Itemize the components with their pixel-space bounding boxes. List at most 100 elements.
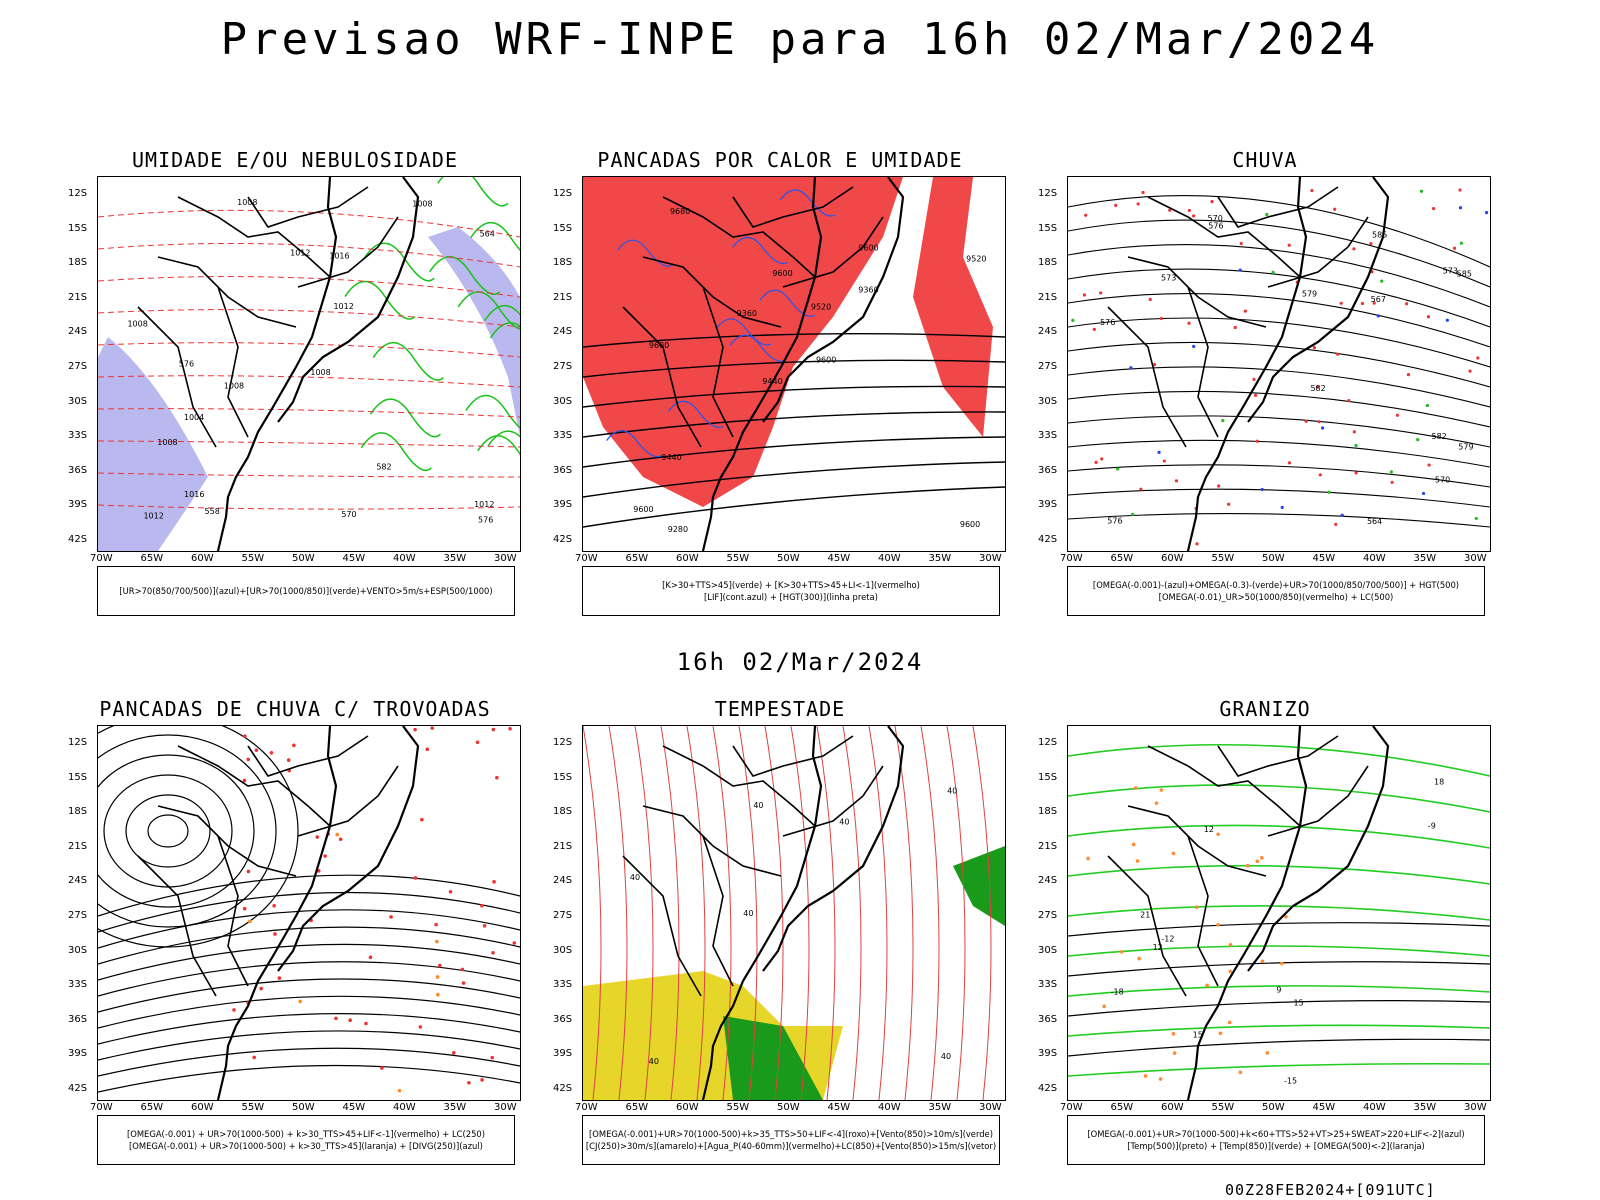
lon-tick-label: 40W xyxy=(878,553,901,564)
coastline xyxy=(1186,177,1308,551)
hgt-contour-black xyxy=(583,436,1005,468)
omega-dot-orange xyxy=(1227,1020,1232,1025)
lat-tick-label: 12S xyxy=(1038,737,1058,748)
state-border xyxy=(137,855,217,997)
storm-dot xyxy=(298,999,303,1004)
contour-label: 18 xyxy=(1434,777,1444,786)
humidity-contour-green xyxy=(372,341,444,381)
hgt500-streamline xyxy=(1068,464,1490,488)
storm-dot xyxy=(467,1081,471,1085)
precip-dot xyxy=(1458,188,1462,192)
precip-dot xyxy=(1476,356,1480,360)
precip-dot xyxy=(1157,450,1161,454)
lc850-streamline-red xyxy=(842,726,862,1100)
panel-legend: [K>30+TTS>45](verde) + [K>30+TTS>45+LI<-… xyxy=(582,566,1000,616)
lat-tick-label: 27S xyxy=(553,910,573,921)
lc250-streamline xyxy=(98,874,520,917)
lc250-streamline xyxy=(98,926,520,965)
lat-tick-label: 21S xyxy=(553,840,573,852)
contour-label: 573 xyxy=(1161,274,1176,283)
lat-tick-label: 27S xyxy=(68,910,88,921)
lat-tick-label: 42S xyxy=(1038,534,1058,545)
contour-label: 9 xyxy=(1276,985,1281,994)
lc850-streamline-red xyxy=(790,726,810,1100)
precip-dot xyxy=(1254,393,1258,397)
omega-dot-orange xyxy=(1228,943,1233,947)
state-border xyxy=(1107,855,1187,997)
state-border xyxy=(732,186,854,228)
hgt500-streamline xyxy=(1068,488,1490,508)
contour-label: 570 xyxy=(1435,475,1450,484)
humidity-contour-green xyxy=(489,322,520,339)
precip-dot xyxy=(1084,213,1088,217)
precip-dot xyxy=(1187,208,1191,213)
state-border xyxy=(137,306,217,448)
map-svg: 5855855825825795765765735705675645795765… xyxy=(1068,177,1490,551)
precip-dot xyxy=(1406,372,1411,377)
hgt500-streamline xyxy=(1068,439,1490,468)
lat-tick-label: 15S xyxy=(1038,771,1058,783)
omega-dot-orange xyxy=(1137,956,1141,961)
omega-dot-orange xyxy=(1086,856,1090,861)
thickness-contour-red xyxy=(98,375,520,388)
storm-dot xyxy=(254,748,259,752)
storm-dot xyxy=(448,889,453,894)
lon-tick-label: 50W xyxy=(777,553,800,564)
temp500-contour-black xyxy=(1068,961,1490,977)
storm-dot xyxy=(434,922,438,927)
lon-tick-label: 60W xyxy=(191,1102,214,1113)
contour-label: 40 xyxy=(941,1052,951,1061)
precip-dot xyxy=(1187,321,1191,325)
contour-label: 582 xyxy=(376,463,391,472)
lat-tick-label: 33S xyxy=(553,979,573,991)
omega-dot-orange xyxy=(1260,856,1264,860)
lat-tick-label: 18S xyxy=(1038,806,1058,818)
precip-dot xyxy=(1271,270,1275,274)
storm-dot xyxy=(273,932,277,936)
contour-label: 582 xyxy=(1431,432,1446,441)
panel-title: CHUVA xyxy=(1232,148,1298,172)
coastline xyxy=(701,177,823,551)
lc850-streamline-red xyxy=(816,726,836,1100)
precip-dot xyxy=(1352,430,1356,434)
lat-tick-label: 33S xyxy=(1038,430,1058,442)
storm-dot xyxy=(495,775,499,780)
precip-dot xyxy=(1419,189,1424,193)
panel-tempestade: TEMPESTADE 12S 15S 18S 21S 24S 27S 30S 33S 36S 39S… xyxy=(535,697,1025,1187)
lc250-streamline xyxy=(98,734,277,928)
precip-dot xyxy=(1416,438,1420,442)
legend-line: [OMEGA(-0.01)_UR>50(1000/850)(vermelho) … xyxy=(1158,592,1394,602)
state-border xyxy=(1147,745,1301,827)
humidity-contour-green xyxy=(484,304,520,321)
contour-label: 1008 xyxy=(224,382,244,391)
lc850-streamline-red xyxy=(920,726,940,1100)
lat-tick-label: 39S xyxy=(553,499,573,511)
hgt500-streamline xyxy=(1068,292,1490,348)
legend-line: [OMEGA(-0.001)+UR>70(1000-500)+k>35_TTS>… xyxy=(589,1129,993,1139)
precip-dot xyxy=(1116,467,1120,471)
storm-dot xyxy=(368,955,373,960)
storm-dot xyxy=(480,1078,484,1082)
storm-dot xyxy=(460,967,465,972)
contour-label: 1012 xyxy=(333,302,353,311)
contour-label: 576 xyxy=(1107,516,1122,525)
legend-line: [OMEGA(-0.001) + UR>70(1000-500) + k>30_… xyxy=(129,1141,483,1151)
panel-legend: [OMEGA(-0.001)-(azul)+OMEGA(-0.3)-(verde… xyxy=(1067,566,1485,616)
lat-tick-label: 15S xyxy=(553,771,573,783)
contour-label: 576 xyxy=(1208,222,1223,231)
state-border xyxy=(1127,256,1267,328)
lat-tick-label: 24S xyxy=(68,875,88,887)
instability-fill-red xyxy=(583,177,903,507)
contour-label: 40 xyxy=(947,786,957,795)
storm-dot xyxy=(435,939,439,944)
storm-dot xyxy=(259,986,264,991)
map-svg xyxy=(98,726,520,1100)
lc250-streamline xyxy=(98,1047,520,1077)
precip-dot xyxy=(1445,318,1449,322)
lat-tick-label: 30S xyxy=(68,395,88,407)
lat-tick-label: 18S xyxy=(553,806,573,818)
lon-tick-label: 55W xyxy=(726,553,750,564)
contour-label: 1008 xyxy=(412,199,432,208)
lon-tick-label: 50W xyxy=(292,553,315,564)
coastline xyxy=(762,177,905,423)
